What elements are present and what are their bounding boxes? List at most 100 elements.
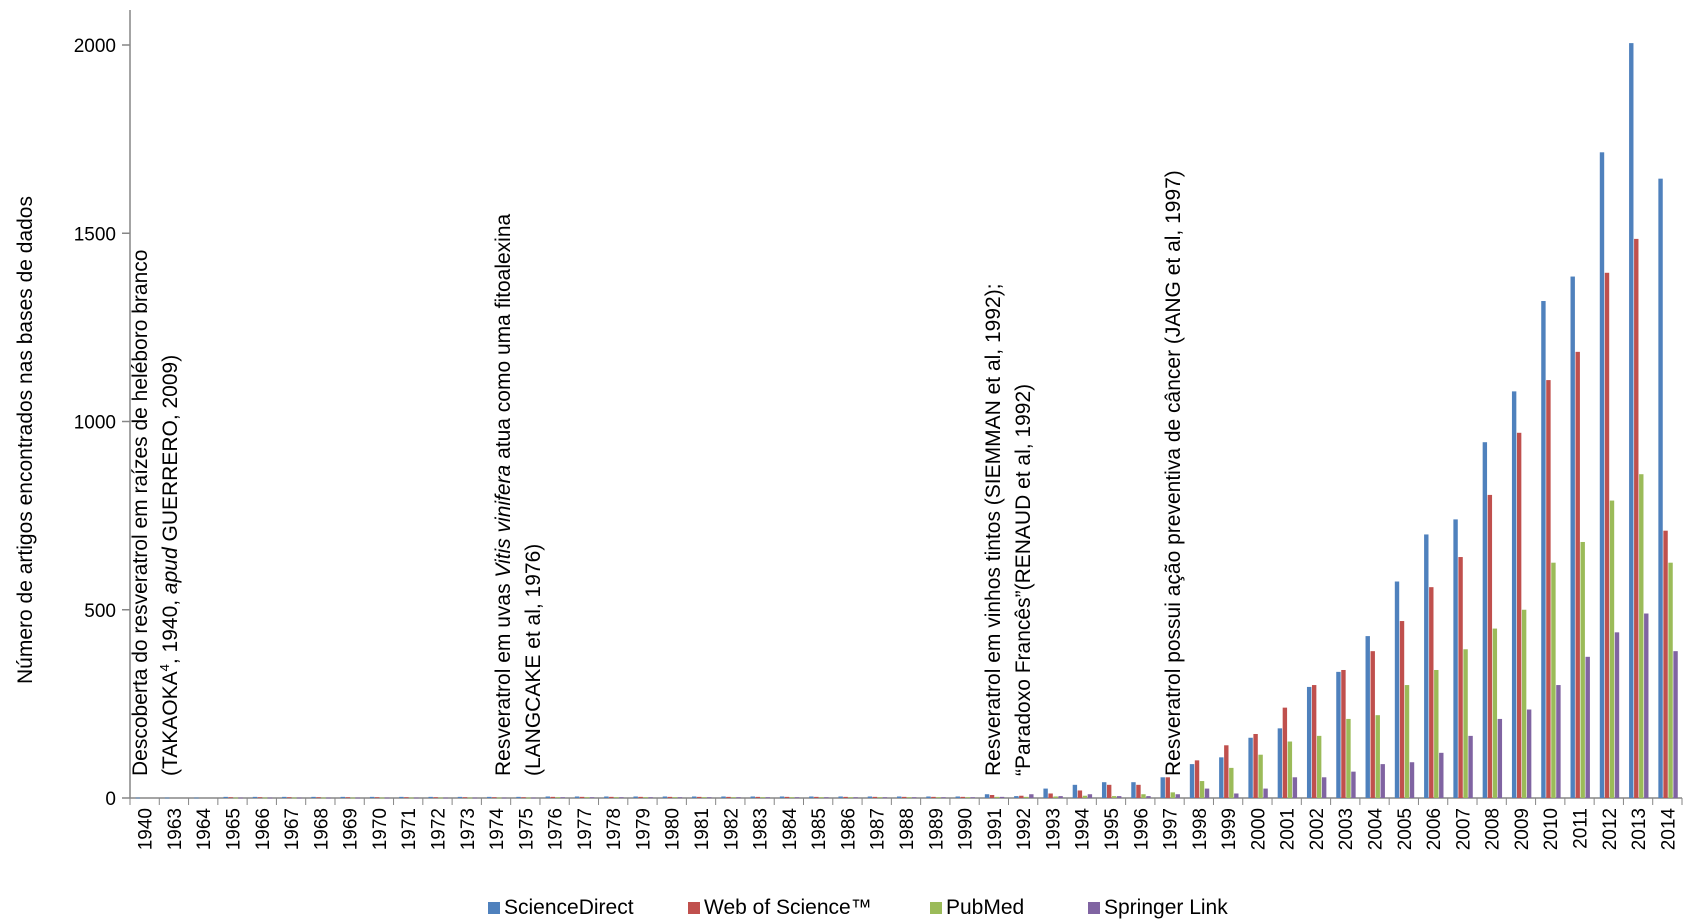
legend-swatch bbox=[1088, 902, 1100, 914]
x-tick-label: 1987 bbox=[868, 808, 889, 850]
bar bbox=[907, 797, 912, 799]
y-tick-label: 2000 bbox=[74, 36, 116, 57]
bar bbox=[877, 797, 883, 799]
bar bbox=[1101, 782, 1107, 798]
bar bbox=[238, 797, 243, 799]
bar bbox=[926, 796, 931, 798]
bar bbox=[838, 796, 843, 798]
bar bbox=[994, 796, 1000, 798]
bar bbox=[1458, 557, 1463, 798]
y-tick-label: 500 bbox=[84, 601, 116, 622]
bar bbox=[1570, 276, 1575, 798]
bar bbox=[853, 797, 858, 799]
bar bbox=[521, 797, 526, 799]
bar bbox=[912, 797, 917, 799]
bar bbox=[433, 797, 438, 799]
bar bbox=[1165, 777, 1170, 798]
bar bbox=[233, 797, 238, 799]
bar bbox=[531, 797, 536, 799]
y-tick-label: 1000 bbox=[74, 413, 116, 434]
bar bbox=[326, 797, 331, 799]
bar bbox=[814, 796, 819, 798]
bars bbox=[135, 43, 1678, 799]
axes: 0 500 1000 1500 2000 1940 1963 1964 1965 1966 1967… bbox=[74, 10, 1683, 851]
bar bbox=[794, 797, 800, 799]
x-tick-label: 1998 bbox=[1190, 808, 1211, 850]
bar bbox=[1575, 351, 1580, 798]
annotation-text: Resveratrol em uvas Vitis vinifera atua … bbox=[492, 213, 515, 776]
bar bbox=[355, 797, 361, 799]
bar bbox=[135, 797, 141, 799]
bar bbox=[965, 797, 970, 799]
bar bbox=[560, 797, 566, 799]
bar bbox=[516, 796, 521, 798]
bar bbox=[1580, 541, 1585, 798]
x-tick-label: 1997 bbox=[1161, 808, 1182, 850]
x-tick-label: 2001 bbox=[1278, 808, 1299, 850]
x-tick-label: 1990 bbox=[956, 808, 977, 850]
x-tick-label: 1967 bbox=[282, 808, 303, 850]
annotation: Resveratrol em uvas Vitis vinifera atua … bbox=[492, 213, 545, 776]
annotation-text: Descoberta do resveratrol em raízes de h… bbox=[129, 250, 152, 776]
bar bbox=[428, 796, 433, 798]
bar bbox=[755, 796, 760, 798]
bar bbox=[750, 796, 755, 798]
x-tick-label: 1974 bbox=[487, 808, 508, 851]
bar bbox=[1556, 685, 1561, 798]
bar bbox=[579, 796, 585, 798]
x-tick-label: 1977 bbox=[575, 808, 596, 850]
bar bbox=[316, 797, 321, 799]
bar bbox=[1434, 669, 1439, 798]
x-tick-label: 1989 bbox=[926, 808, 947, 850]
x-tick-label: 1978 bbox=[604, 808, 625, 850]
bar bbox=[1497, 718, 1503, 798]
bar bbox=[1253, 733, 1258, 798]
bar bbox=[545, 796, 551, 798]
bar bbox=[1263, 788, 1268, 798]
x-tick-label: 2006 bbox=[1424, 808, 1445, 850]
bar bbox=[555, 797, 561, 799]
legend-swatch bbox=[488, 902, 500, 914]
bar bbox=[1404, 685, 1410, 798]
bar bbox=[1258, 754, 1263, 798]
annotation-text: (LANGCAKE et al, 1976) bbox=[522, 544, 545, 776]
bar bbox=[1204, 788, 1210, 798]
annotation-segment: Resveratrol em vinhos tintos (SIEMMAN et… bbox=[982, 283, 1005, 776]
bar bbox=[502, 797, 507, 799]
bar bbox=[604, 796, 609, 798]
x-tick-label: 1940 bbox=[136, 808, 157, 850]
annotation-segment: (TAKAOKA bbox=[159, 671, 182, 776]
bar bbox=[257, 797, 263, 799]
x-tick-label: 2009 bbox=[1512, 808, 1533, 850]
legend: ScienceDirect Web of Science™ PubMed Spring… bbox=[488, 896, 1228, 919]
bar bbox=[292, 797, 297, 799]
x-tick-label: 1976 bbox=[546, 808, 567, 850]
bar bbox=[1229, 767, 1234, 798]
bar bbox=[702, 797, 707, 799]
bar bbox=[643, 797, 648, 799]
x-tick-label: 1969 bbox=[341, 808, 362, 850]
legend-swatch bbox=[688, 902, 700, 914]
x-tick-label: 1975 bbox=[516, 808, 537, 850]
bar bbox=[399, 796, 404, 798]
bar bbox=[321, 797, 326, 799]
bar bbox=[843, 796, 848, 798]
bar bbox=[1409, 762, 1415, 798]
x-tick-label: 1966 bbox=[253, 808, 274, 850]
bar bbox=[1234, 793, 1239, 798]
bar bbox=[1394, 581, 1400, 798]
bar bbox=[1634, 238, 1639, 798]
bar bbox=[1287, 741, 1293, 798]
bar bbox=[1316, 735, 1322, 798]
bar bbox=[1141, 794, 1146, 798]
x-tick-label: 1996 bbox=[1131, 808, 1152, 850]
bar bbox=[1521, 609, 1527, 798]
annotations: Descoberta do resveratrol em raízes de h… bbox=[129, 170, 1185, 776]
bar bbox=[1668, 562, 1673, 798]
legend-swatch bbox=[930, 902, 942, 914]
bar bbox=[1375, 715, 1380, 798]
x-tick-label: 1983 bbox=[751, 808, 772, 850]
bar bbox=[848, 797, 853, 799]
x-tick-label: 2007 bbox=[1453, 808, 1474, 850]
